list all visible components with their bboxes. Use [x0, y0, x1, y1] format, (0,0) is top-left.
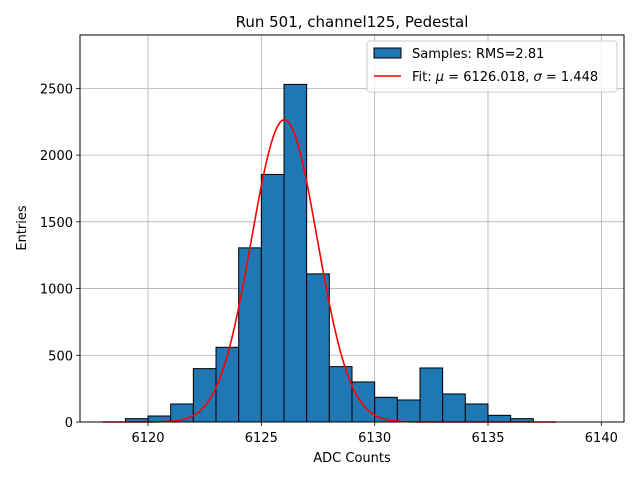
y-tick-label: 2500: [40, 82, 73, 97]
legend-histogram-swatch: [373, 47, 402, 59]
legend-fit-label: Fit: μ = 6126.018, σ = 1.448: [412, 70, 598, 85]
histogram-bar: [396, 399, 421, 423]
histogram-bar: [374, 396, 398, 423]
histogram-bar: [306, 273, 330, 423]
histogram-bars: [124, 83, 534, 423]
legend-histogram-label: Samples: RMS=2.81: [412, 47, 544, 62]
chart-title: Run 501, channel125, Pedestal: [236, 13, 469, 31]
y-axis-label: Entries: [15, 205, 30, 251]
y-tick-label: 1500: [40, 216, 73, 231]
x-tick-label: 6125: [245, 431, 278, 446]
histogram-bar: [351, 381, 376, 423]
legend: Samples: RMS=2.81 Fit: μ = 6126.018, σ =…: [366, 40, 618, 93]
x-tick-label: 6140: [585, 431, 618, 446]
histogram-bar: [487, 414, 512, 423]
histogram-bar: [419, 367, 444, 423]
histogram-bar: [464, 403, 489, 423]
x-tick-label: 6120: [131, 431, 164, 446]
histogram-bar: [328, 366, 353, 423]
histogram-bar: [260, 173, 285, 423]
y-tick-label: 500: [48, 349, 73, 364]
legend-box: [366, 40, 618, 93]
x-axis-label: ADC Counts: [313, 451, 391, 466]
axis-ticks: 6120 6125 6130 6135 6140 0 500 1000 1500 2000 2500: [40, 82, 618, 446]
histogram-bar: [442, 393, 466, 423]
grid: [80, 35, 624, 423]
y-tick-label: 1000: [40, 283, 73, 298]
histogram-bar: [215, 346, 240, 423]
plot-frame: [79, 34, 625, 423]
x-tick-label: 6135: [471, 431, 504, 446]
y-tick-label: 0: [65, 416, 73, 431]
histogram-bar: [238, 247, 262, 423]
x-tick-label: 6130: [358, 431, 391, 446]
y-tick-label: 2000: [40, 149, 73, 164]
